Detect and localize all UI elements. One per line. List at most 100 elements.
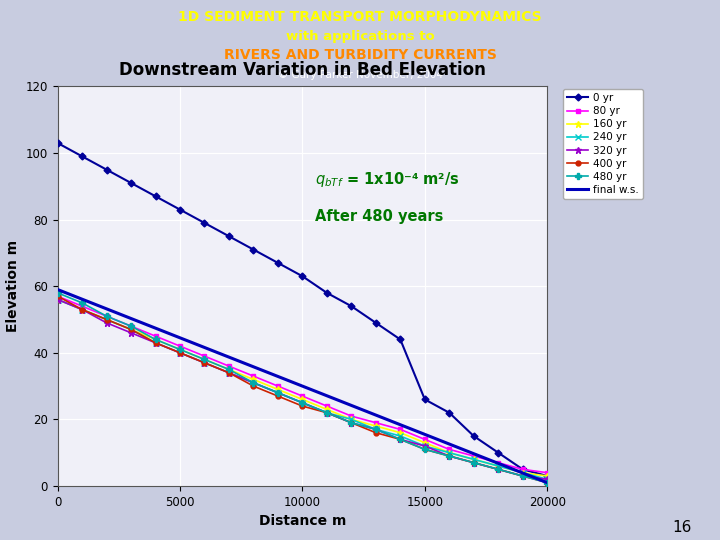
400 yr — [298, 403, 307, 409]
480 yr — [151, 336, 160, 343]
Text: After 480 years: After 480 years — [315, 209, 443, 224]
160 yr — [249, 376, 258, 383]
160 yr — [78, 306, 86, 313]
X-axis label: Distance m: Distance m — [258, 514, 346, 528]
480 yr — [53, 289, 62, 296]
240 yr — [469, 456, 478, 463]
Line: 160 yr: 160 yr — [54, 296, 551, 480]
160 yr — [127, 326, 135, 333]
320 yr — [151, 340, 160, 346]
0 yr — [249, 246, 258, 253]
240 yr — [225, 369, 233, 376]
320 yr — [102, 320, 111, 326]
240 yr — [372, 426, 380, 433]
Title: Downstream Variation in Bed Elevation: Downstream Variation in Bed Elevation — [119, 61, 486, 79]
0 yr — [102, 166, 111, 173]
0 yr — [127, 180, 135, 186]
240 yr — [176, 349, 184, 356]
400 yr — [518, 473, 527, 480]
320 yr — [274, 389, 282, 396]
320 yr — [323, 409, 331, 416]
80 yr — [420, 436, 429, 443]
0 yr — [176, 206, 184, 213]
160 yr — [176, 346, 184, 353]
0 yr — [518, 466, 527, 472]
0 yr — [78, 153, 86, 160]
240 yr — [151, 340, 160, 346]
0 yr — [200, 220, 209, 226]
160 yr — [200, 356, 209, 363]
Text: 1D SEDIMENT TRANSPORT MORPHODYNAMICS: 1D SEDIMENT TRANSPORT MORPHODYNAMICS — [178, 10, 542, 24]
80 yr — [78, 303, 86, 309]
480 yr — [176, 346, 184, 353]
320 yr — [53, 296, 62, 303]
320 yr — [298, 400, 307, 406]
80 yr — [53, 293, 62, 299]
0 yr — [274, 260, 282, 266]
160 yr — [323, 406, 331, 413]
240 yr — [127, 326, 135, 333]
480 yr — [518, 473, 527, 480]
0 yr — [225, 233, 233, 240]
400 yr — [127, 326, 135, 333]
320 yr — [249, 380, 258, 386]
480 yr — [469, 460, 478, 466]
80 yr — [543, 469, 552, 476]
0 yr — [298, 273, 307, 280]
80 yr — [102, 313, 111, 320]
Y-axis label: Elevation m: Elevation m — [6, 240, 20, 332]
80 yr — [298, 393, 307, 400]
240 yr — [274, 389, 282, 396]
480 yr — [396, 436, 405, 443]
400 yr — [420, 446, 429, 453]
240 yr — [494, 463, 503, 469]
400 yr — [469, 460, 478, 466]
320 yr — [445, 453, 454, 459]
480 yr — [445, 453, 454, 459]
480 yr — [298, 400, 307, 406]
400 yr — [176, 349, 184, 356]
240 yr — [249, 380, 258, 386]
80 yr — [494, 460, 503, 466]
400 yr — [323, 409, 331, 416]
480 yr — [420, 446, 429, 453]
480 yr — [274, 389, 282, 396]
480 yr — [78, 300, 86, 306]
160 yr — [102, 316, 111, 323]
160 yr — [274, 386, 282, 393]
80 yr — [396, 426, 405, 433]
240 yr — [420, 443, 429, 449]
320 yr — [543, 476, 552, 483]
0 yr — [372, 320, 380, 326]
Line: 400 yr: 400 yr — [55, 294, 549, 485]
80 yr — [127, 323, 135, 329]
480 yr — [102, 313, 111, 320]
240 yr — [518, 469, 527, 476]
0 yr — [151, 193, 160, 200]
80 yr — [274, 383, 282, 389]
240 yr — [396, 433, 405, 440]
160 yr — [298, 396, 307, 403]
400 yr — [78, 306, 86, 313]
80 yr — [469, 453, 478, 459]
160 yr — [543, 473, 552, 480]
Text: $q_{bTf}$ = 1x10⁻⁴ m²/s: $q_{bTf}$ = 1x10⁻⁴ m²/s — [315, 170, 459, 189]
0 yr — [420, 396, 429, 403]
0 yr — [469, 433, 478, 440]
400 yr — [347, 420, 356, 426]
160 yr — [396, 429, 405, 436]
Legend: 0 yr, 80 yr, 160 yr, 240 yr, 320 yr, 400 yr, 480 yr, final w.s.: 0 yr, 80 yr, 160 yr, 240 yr, 320 yr, 400… — [563, 89, 644, 199]
240 yr — [102, 316, 111, 323]
400 yr — [372, 429, 380, 436]
240 yr — [200, 360, 209, 366]
320 yr — [420, 443, 429, 449]
0 yr — [445, 409, 454, 416]
80 yr — [323, 403, 331, 409]
Text: with applications to: with applications to — [286, 30, 434, 43]
160 yr — [420, 440, 429, 446]
480 yr — [323, 409, 331, 416]
Line: 240 yr: 240 yr — [54, 296, 551, 483]
160 yr — [469, 456, 478, 463]
240 yr — [347, 416, 356, 423]
240 yr — [445, 449, 454, 456]
